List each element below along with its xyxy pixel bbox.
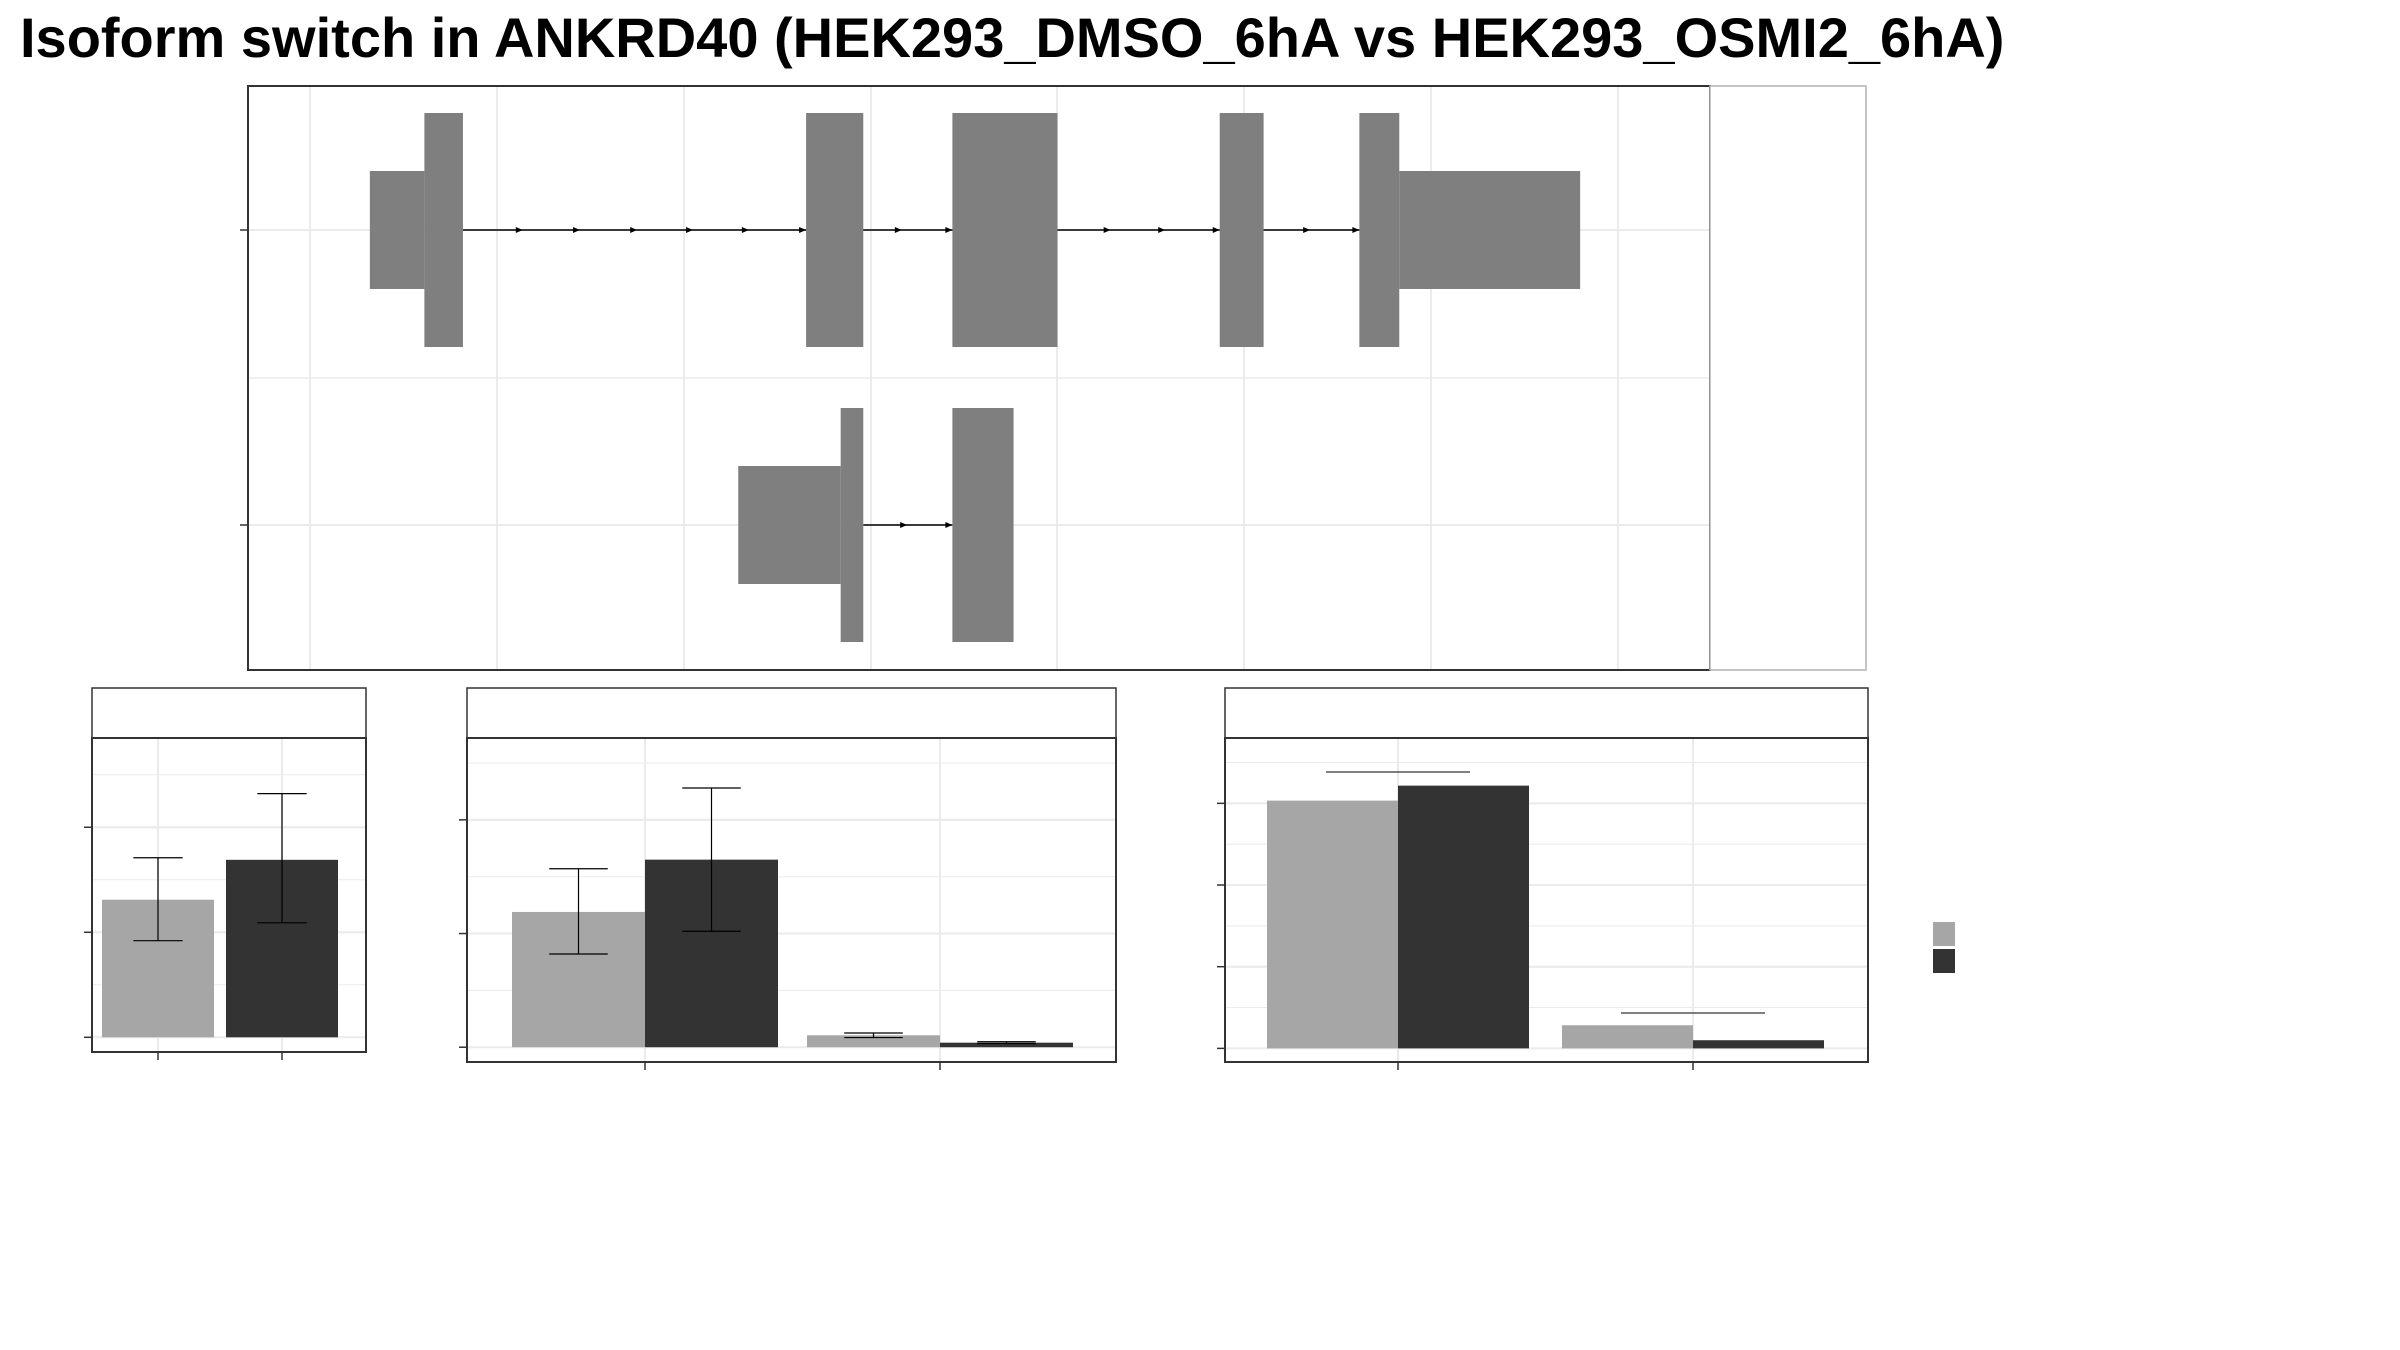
panel-strip xyxy=(91,687,367,739)
intron-direction-arrow xyxy=(1352,227,1360,233)
intron-direction-arrow xyxy=(1103,227,1111,233)
bar xyxy=(807,1035,940,1048)
panel-border xyxy=(1224,737,1869,1063)
intron-direction-arrow xyxy=(945,227,953,233)
condition-legend xyxy=(1933,922,1955,973)
intron-direction-arrow xyxy=(572,227,580,233)
coding-exon xyxy=(1359,113,1400,347)
intron-direction-arrow xyxy=(1158,227,1166,233)
coding-exon xyxy=(806,113,864,347)
intron-direction-arrow xyxy=(630,227,638,233)
panel-border xyxy=(466,737,1117,1063)
bar-panel-isoform-usage xyxy=(1217,687,1869,1070)
panel-strip xyxy=(466,687,1117,739)
bar xyxy=(940,1042,1073,1048)
bar xyxy=(1562,1025,1693,1049)
bar-panel-isoform-expression xyxy=(459,687,1117,1070)
isoform-structure-panel xyxy=(240,85,1867,671)
structure-strip xyxy=(1709,85,1867,671)
intron-direction-arrow xyxy=(515,227,523,233)
intron-direction-arrow xyxy=(945,522,953,528)
intron-direction-arrow xyxy=(900,522,908,528)
intron-direction-arrow xyxy=(894,227,902,233)
bar xyxy=(1267,800,1398,1049)
bar-panels xyxy=(84,687,1869,1070)
coding-exon xyxy=(952,408,1014,642)
utr-exon xyxy=(738,466,841,584)
utr-exon xyxy=(1399,171,1581,289)
figure-title: Isoform switch in ANKRD40 (HEK293_DMSO_6… xyxy=(20,6,2004,69)
legend-key xyxy=(1933,949,1955,973)
coding-exon xyxy=(424,113,463,347)
intron-direction-arrow xyxy=(799,227,807,233)
legend-key xyxy=(1933,922,1955,946)
coding-exon xyxy=(840,408,864,642)
intron-direction-arrow xyxy=(686,227,694,233)
panel-strip xyxy=(1224,687,1869,739)
intron-direction-arrow xyxy=(1303,227,1311,233)
coding-exon xyxy=(1219,113,1264,347)
bar xyxy=(1398,785,1529,1049)
intron-direction-arrow xyxy=(741,227,749,233)
coding-exon xyxy=(952,113,1058,347)
intron-direction-arrow xyxy=(1212,227,1220,233)
bar xyxy=(1693,1040,1824,1049)
utr-exon xyxy=(369,171,425,289)
panel-border xyxy=(91,737,367,1053)
bar-panel-gene-expression xyxy=(84,687,367,1060)
